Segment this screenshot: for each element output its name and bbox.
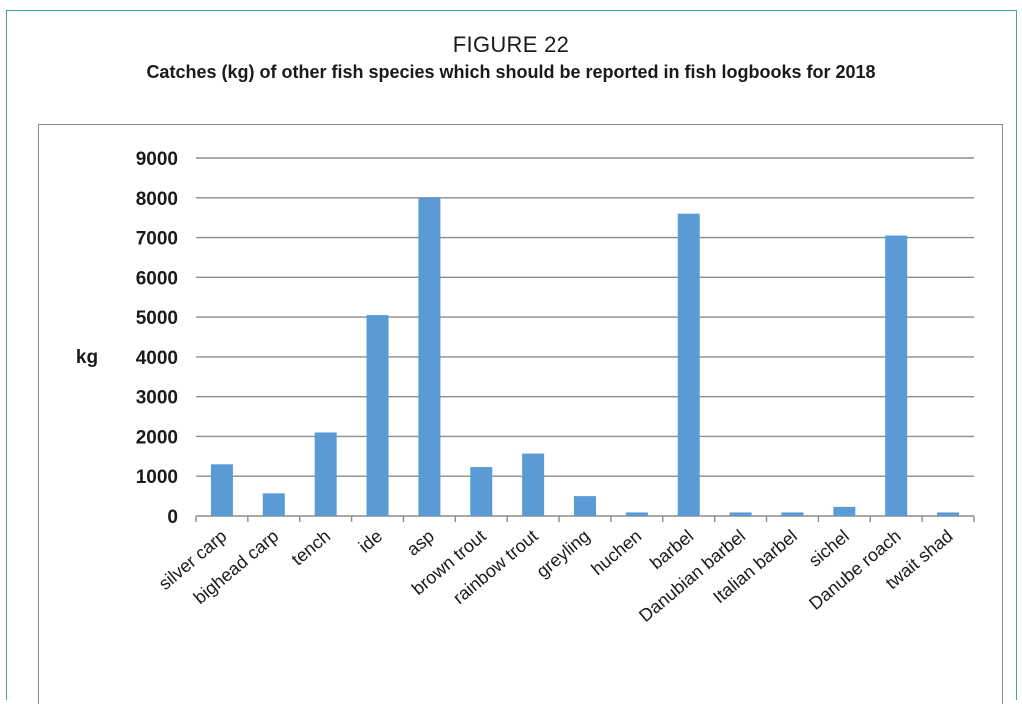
y-tick-label: 0	[167, 507, 178, 528]
figure-frame	[6, 10, 1017, 700]
bar-twait-shad	[937, 512, 960, 516]
bar-tench	[314, 432, 337, 516]
x-tick-label: tench	[288, 526, 335, 570]
bars	[210, 197, 960, 517]
y-tick-label: 1000	[136, 467, 178, 488]
y-axis-label: kg	[76, 347, 98, 368]
bar-ide	[366, 315, 389, 516]
bar-greyling	[574, 496, 596, 516]
gridlines	[195, 157, 975, 522]
bar-silver-carp	[210, 464, 233, 516]
figure-title: Catches (kg) of other fish species which…	[146, 62, 876, 82]
bar-huchen	[625, 512, 648, 516]
y-tick-label: 6000	[136, 268, 178, 289]
y-tick-label: 7000	[136, 229, 178, 250]
y-tick-label: 3000	[136, 388, 178, 409]
x-tick-label: asp	[403, 526, 438, 560]
x-tick-label: huchen	[587, 526, 645, 579]
bar-brown-trout	[470, 467, 493, 516]
x-tick-label: ide	[355, 526, 386, 557]
chart-area: 0 1000 2000 3000 4000 5000 6000 7000 8000 9000 si…	[38, 124, 1003, 704]
bar-bighead-carp	[262, 493, 285, 516]
y-tick-labels: 0 1000 2000 3000 4000 5000 6000 7000 8000 9000	[136, 149, 178, 528]
bar-barbel	[677, 213, 700, 516]
bar-sichel	[833, 506, 856, 516]
bar-danubian-barbel	[729, 512, 752, 516]
bar-danube-roach	[885, 235, 908, 517]
y-tick-label: 4000	[136, 348, 178, 369]
bar-italian-barbel	[781, 512, 804, 516]
y-tick-label: 2000	[136, 427, 178, 448]
bar-rainbow-trout	[522, 453, 545, 516]
y-tick-label: 9000	[136, 149, 178, 170]
bar-asp	[418, 197, 441, 516]
y-tick-label: 8000	[136, 189, 178, 210]
y-tick-label: 5000	[136, 308, 178, 329]
x-tick-label: greyling	[532, 526, 593, 582]
figure-label: FIGURE 22	[452, 32, 570, 57]
